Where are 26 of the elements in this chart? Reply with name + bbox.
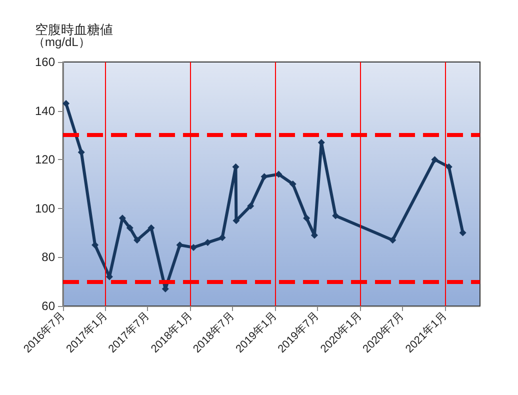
point — [78, 148, 85, 156]
point — [204, 239, 212, 246]
y-axis-title: （mg/dL） — [33, 35, 90, 49]
chart-title: 空腹時血糖値 — [35, 22, 113, 37]
point — [126, 224, 134, 232]
point — [303, 214, 310, 222]
y-tick-label: 80 — [42, 250, 56, 264]
point — [275, 170, 282, 178]
point — [247, 202, 254, 210]
point — [92, 242, 99, 248]
point — [260, 173, 268, 180]
point — [445, 163, 452, 170]
point — [332, 212, 340, 220]
point — [289, 180, 296, 188]
point — [62, 100, 70, 107]
point — [176, 242, 184, 248]
y-tick-label: 140 — [34, 104, 56, 118]
point — [134, 236, 141, 244]
point — [218, 234, 226, 242]
point — [389, 236, 396, 244]
y-tick-label: 100 — [34, 201, 56, 216]
point — [431, 156, 438, 164]
y-tick-label: 120 — [34, 152, 56, 167]
y-tick-label: 160 — [34, 55, 56, 69]
point — [459, 229, 466, 236]
y-tick-label: 60 — [42, 299, 56, 313]
